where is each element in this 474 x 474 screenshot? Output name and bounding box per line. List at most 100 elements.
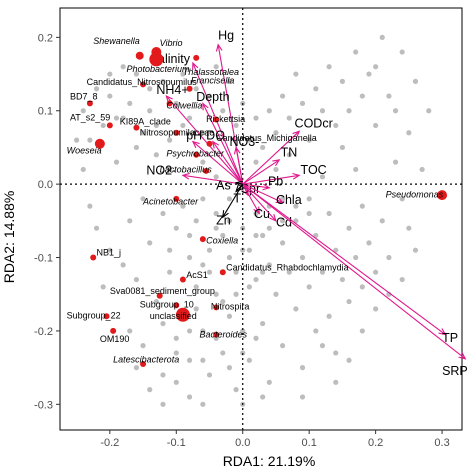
plot-frame xyxy=(59,7,463,431)
background-point xyxy=(226,196,233,202)
env-label: As xyxy=(216,178,231,192)
background-point xyxy=(107,71,113,77)
background-point xyxy=(313,86,319,92)
taxon-label: BD7_8 xyxy=(70,92,98,102)
background-point xyxy=(373,122,379,129)
background-point xyxy=(253,159,259,165)
background-point xyxy=(107,93,113,99)
background-point xyxy=(213,291,219,297)
background-point xyxy=(233,269,239,275)
background-point xyxy=(167,137,173,143)
background-point xyxy=(147,387,153,393)
background-point xyxy=(153,122,159,129)
background-point xyxy=(173,335,179,341)
background-point xyxy=(87,203,93,209)
arrow-head xyxy=(181,172,190,180)
env-label: Pb xyxy=(268,175,283,189)
background-point xyxy=(200,130,206,136)
arrow-tn-line xyxy=(242,159,280,185)
taxon-point xyxy=(213,304,220,311)
background-point xyxy=(100,284,106,290)
taxon-label: Psychrobacter xyxy=(166,148,225,158)
env-label: Cu xyxy=(254,207,270,221)
background-point xyxy=(80,108,86,114)
background-point xyxy=(200,196,206,202)
background-point xyxy=(293,203,299,209)
background-point xyxy=(253,115,259,121)
arrow-depth-line xyxy=(202,103,244,185)
background-point xyxy=(213,64,219,70)
taxon-point xyxy=(166,100,173,107)
background-point xyxy=(213,174,219,180)
background-point xyxy=(173,225,179,231)
background-point xyxy=(346,108,352,114)
taxon-label: Nitrosopumilaceae xyxy=(140,128,215,138)
arrow-head xyxy=(292,130,301,138)
background-point xyxy=(353,254,359,261)
background-point xyxy=(266,262,272,268)
x-tick-label: 0.2 xyxy=(368,437,383,449)
background-point xyxy=(87,137,93,143)
arrow-cu-line xyxy=(242,183,260,214)
background-point xyxy=(386,291,392,297)
background-point xyxy=(167,269,173,275)
background-point xyxy=(173,379,179,385)
background-point xyxy=(260,144,266,151)
env-label: DO xyxy=(206,128,225,142)
arrow-nh4-line xyxy=(165,95,244,185)
zero-reference-lines xyxy=(60,8,462,430)
env-label: pH xyxy=(186,128,202,142)
background-point xyxy=(107,247,113,253)
background-point xyxy=(366,71,372,77)
background-point xyxy=(127,100,133,107)
background-point xyxy=(253,232,259,239)
arrow-head xyxy=(212,140,220,149)
background-point xyxy=(353,49,359,55)
arrow-head xyxy=(191,140,200,149)
arrow-head xyxy=(253,206,261,215)
background-point xyxy=(206,247,213,253)
taxon-point xyxy=(149,52,164,67)
background-point xyxy=(333,350,339,356)
taxon-label: NB1_j xyxy=(97,247,122,257)
background-point xyxy=(399,49,405,55)
background-point xyxy=(226,313,233,319)
background-point xyxy=(286,152,292,158)
arrow-head xyxy=(292,172,301,180)
background-point xyxy=(412,78,419,84)
taxon-label: Rickettsia xyxy=(206,114,245,124)
background-point xyxy=(279,218,286,224)
taxon-point xyxy=(206,140,213,147)
background-point xyxy=(286,115,292,121)
taxon-point xyxy=(133,124,140,131)
background-point xyxy=(273,166,279,173)
background-point xyxy=(266,379,272,385)
taxon-point xyxy=(199,236,206,243)
arrow-cd-line xyxy=(242,183,277,222)
taxon-point xyxy=(173,195,180,202)
arrow-head xyxy=(272,159,281,167)
taxon-label: Acinetobacter xyxy=(142,197,199,207)
background-point xyxy=(246,357,252,363)
background-point xyxy=(133,71,140,77)
background-point xyxy=(266,108,272,114)
arrow-salinity-line xyxy=(192,62,244,185)
background-point xyxy=(293,306,299,312)
background-point xyxy=(273,130,279,136)
taxon-point xyxy=(103,313,110,320)
background-point xyxy=(233,291,239,297)
taxon-label: AT_s2_59 xyxy=(70,112,110,122)
background-point xyxy=(213,210,219,217)
background-point xyxy=(226,78,233,84)
taxon-label: KI89A_clade xyxy=(120,117,171,127)
background-point xyxy=(74,137,80,143)
background-point xyxy=(140,130,146,136)
background-point xyxy=(180,71,186,77)
background-point xyxy=(359,203,365,209)
background-point xyxy=(100,122,106,129)
taxon-point xyxy=(90,254,97,261)
background-point xyxy=(253,276,259,283)
background-point xyxy=(140,343,146,349)
taxon-label: Coxiella xyxy=(206,236,238,246)
